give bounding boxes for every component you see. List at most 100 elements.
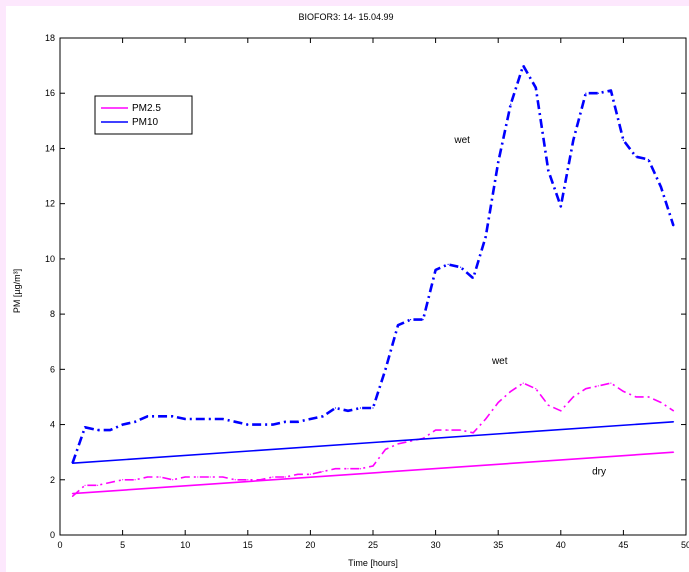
data-point bbox=[510, 103, 512, 105]
y-tick-label: 14 bbox=[45, 143, 55, 153]
data-point bbox=[597, 385, 599, 387]
data-point bbox=[134, 421, 136, 423]
data-point bbox=[284, 421, 286, 423]
data-point bbox=[397, 443, 399, 445]
data-point bbox=[447, 429, 449, 431]
data-point bbox=[585, 388, 587, 390]
data-point bbox=[359, 407, 362, 409]
data-point bbox=[535, 87, 537, 89]
annotation-label: wet bbox=[491, 356, 508, 367]
data-point bbox=[647, 396, 650, 398]
y-tick-label: 18 bbox=[45, 33, 55, 43]
data-point bbox=[672, 410, 675, 412]
data-point bbox=[71, 462, 74, 464]
data-point bbox=[259, 423, 261, 426]
data-point bbox=[309, 473, 311, 475]
data-point bbox=[622, 390, 625, 393]
x-tick-label: 50 bbox=[681, 540, 689, 550]
data-point bbox=[547, 404, 549, 406]
x-tick-label: 25 bbox=[368, 540, 378, 550]
data-point bbox=[472, 277, 474, 279]
data-point bbox=[547, 169, 549, 172]
y-tick-label: 16 bbox=[45, 88, 55, 98]
data-point bbox=[409, 319, 412, 321]
data-point bbox=[84, 426, 86, 428]
data-point bbox=[485, 418, 487, 420]
data-point bbox=[134, 479, 136, 481]
y-tick-label: 6 bbox=[50, 364, 55, 374]
x-tick-label: 40 bbox=[556, 540, 566, 550]
data-point bbox=[96, 484, 99, 486]
data-point bbox=[209, 476, 211, 478]
legend-box bbox=[94, 95, 193, 135]
data-point bbox=[560, 410, 562, 412]
data-point bbox=[159, 476, 161, 478]
figure-panel: BIOFOR3: 14- 15.04.99 0 2 4 6 8 10 12 14 16 18 0 5… bbox=[6, 6, 689, 572]
data-point bbox=[172, 479, 174, 481]
data-point bbox=[672, 225, 675, 227]
annotation-label: wet bbox=[453, 135, 470, 146]
data-point bbox=[660, 186, 662, 188]
data-point bbox=[71, 492, 74, 495]
data-point bbox=[460, 266, 462, 268]
data-point bbox=[234, 421, 236, 423]
data-point bbox=[672, 451, 675, 453]
data-point bbox=[309, 418, 311, 420]
data-point bbox=[635, 396, 637, 398]
legend-label-pm25: PM2.5 bbox=[132, 103, 161, 114]
data-point bbox=[472, 432, 474, 434]
y-tick-label: 8 bbox=[50, 309, 55, 319]
data-point bbox=[522, 65, 524, 67]
data-point bbox=[234, 479, 236, 481]
data-point bbox=[297, 421, 299, 423]
data-point bbox=[84, 484, 86, 486]
data-point bbox=[359, 468, 362, 470]
y-tick-label: 12 bbox=[45, 199, 55, 209]
data-point bbox=[610, 382, 612, 384]
data-point bbox=[535, 388, 537, 390]
data-point bbox=[409, 440, 412, 442]
data-point bbox=[147, 476, 149, 478]
y-tick-label: 2 bbox=[50, 475, 55, 485]
y-axis: 0 2 4 6 8 10 12 14 16 18 bbox=[45, 33, 686, 540]
data-point bbox=[497, 401, 499, 404]
data-point bbox=[485, 236, 487, 238]
x-tick-label: 20 bbox=[305, 540, 315, 550]
data-point bbox=[122, 479, 124, 481]
series-layer bbox=[71, 64, 675, 497]
data-point bbox=[347, 410, 349, 412]
x-tick-label: 30 bbox=[431, 540, 441, 550]
data-point bbox=[284, 476, 286, 478]
data-point bbox=[297, 473, 299, 475]
data-point bbox=[334, 407, 337, 409]
data-point bbox=[660, 401, 662, 404]
chart-title: BIOFOR3: 14- 15.04.99 bbox=[298, 12, 393, 22]
data-point bbox=[272, 476, 274, 478]
data-point bbox=[222, 476, 224, 478]
data-point bbox=[397, 324, 399, 326]
data-point bbox=[460, 429, 462, 431]
x-axis-label: Time [hours] bbox=[348, 558, 398, 568]
x-tick-label: 15 bbox=[243, 540, 253, 550]
data-point bbox=[109, 481, 111, 484]
data-point bbox=[447, 263, 449, 266]
data-point bbox=[96, 429, 99, 431]
series-line-3 bbox=[72, 451, 674, 495]
data-point bbox=[435, 269, 437, 271]
data-point bbox=[384, 448, 387, 451]
data-point bbox=[272, 423, 274, 426]
legend: PM2.5 PM10 bbox=[94, 95, 193, 135]
annotation-layer: wet wet dry bbox=[453, 135, 606, 477]
data-point bbox=[435, 429, 437, 431]
data-point bbox=[184, 476, 186, 478]
data-point bbox=[222, 418, 224, 420]
data-point bbox=[71, 495, 74, 497]
data-point bbox=[197, 476, 199, 478]
data-point bbox=[184, 418, 186, 420]
data-point bbox=[647, 158, 650, 161]
data-point bbox=[497, 161, 499, 163]
data-point bbox=[635, 156, 637, 158]
data-point bbox=[147, 415, 149, 417]
x-axis: 0 5 10 15 20 25 30 35 40 45 50 bbox=[57, 38, 689, 550]
data-point bbox=[172, 415, 174, 417]
